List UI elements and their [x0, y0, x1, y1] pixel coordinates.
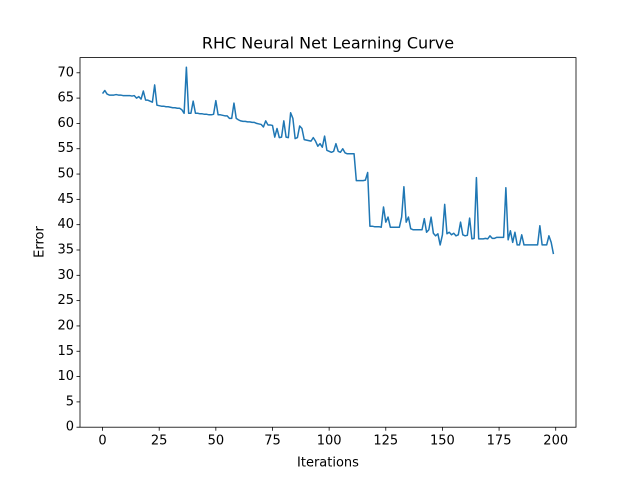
y-tick-label: 5	[66, 394, 74, 409]
y-tick-label: 50	[57, 167, 74, 182]
chart-title: RHC Neural Net Learning Curve	[202, 34, 454, 53]
x-tick-label: 175	[487, 434, 512, 449]
x-tick-label: 50	[208, 434, 225, 449]
y-tick-label: 35	[57, 242, 74, 257]
x-tick-label: 125	[373, 434, 398, 449]
plot-frame	[79, 57, 577, 428]
x-tick-label: 25	[151, 434, 168, 449]
y-tick-label: 60	[57, 116, 74, 131]
x-tick-label: 75	[264, 434, 281, 449]
x-axis-label: Iterations	[297, 456, 359, 471]
y-tick-label: 25	[57, 293, 74, 308]
x-tick-label: 200	[543, 434, 568, 449]
y-tick-label: 45	[57, 192, 74, 207]
x-tick-label: 0	[98, 434, 106, 449]
y-tick-label: 15	[57, 344, 74, 359]
y-tick-label: 10	[57, 369, 74, 384]
y-tick-label: 55	[57, 141, 74, 156]
line	[101, 66, 555, 255]
y-tick-label: 40	[57, 217, 74, 232]
y-tick-label: 70	[57, 65, 74, 80]
y-tick-label: 20	[57, 318, 74, 333]
y-axis-label: Error	[33, 226, 48, 258]
x-tick-label: 150	[430, 434, 455, 449]
x-tick-label: 100	[317, 434, 342, 449]
y-tick-label: 0	[66, 420, 74, 435]
y-tick-label: 30	[57, 268, 74, 283]
y-tick-label: 65	[57, 91, 74, 106]
